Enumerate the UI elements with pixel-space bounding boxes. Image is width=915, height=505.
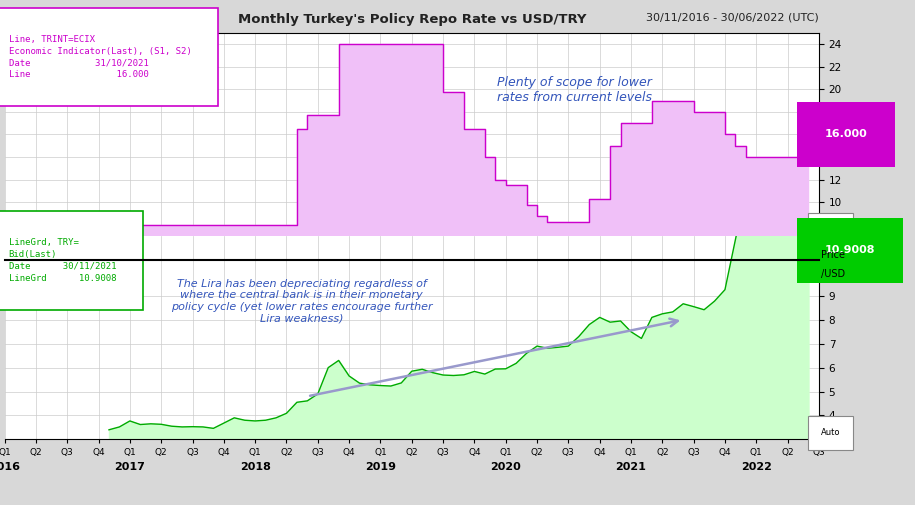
Text: Line, TRINT=ECIX
Economic Indicator(Last), (S1, S2)
Date            31/10/2021
L: Line, TRINT=ECIX Economic Indicator(Last… bbox=[8, 35, 191, 79]
Text: /USD: /USD bbox=[821, 269, 845, 279]
Text: Auto: Auto bbox=[821, 225, 840, 234]
Text: 16.000: 16.000 bbox=[824, 129, 867, 139]
Text: Plenty of scope for lower
rates from current levels: Plenty of scope for lower rates from cur… bbox=[497, 76, 652, 104]
Text: 30/11/2016 - 30/06/2022 (UTC): 30/11/2016 - 30/06/2022 (UTC) bbox=[646, 13, 819, 23]
Text: Auto: Auto bbox=[821, 428, 840, 437]
Text: Price: Price bbox=[821, 250, 845, 260]
Text: Monthly Turkey's Policy Repo Rate vs USD/TRY: Monthly Turkey's Policy Repo Rate vs USD… bbox=[238, 13, 586, 26]
Text: The Lira has been depreciating regardless of
where the central bank is in their : The Lira has been depreciating regardles… bbox=[171, 279, 433, 324]
Text: 10.9008: 10.9008 bbox=[824, 245, 875, 256]
Text: LineGrd, TRY=
Bid(Last)
Date      30/11/2021
LineGrd      10.9008: LineGrd, TRY= Bid(Last) Date 30/11/2021 … bbox=[8, 238, 116, 282]
